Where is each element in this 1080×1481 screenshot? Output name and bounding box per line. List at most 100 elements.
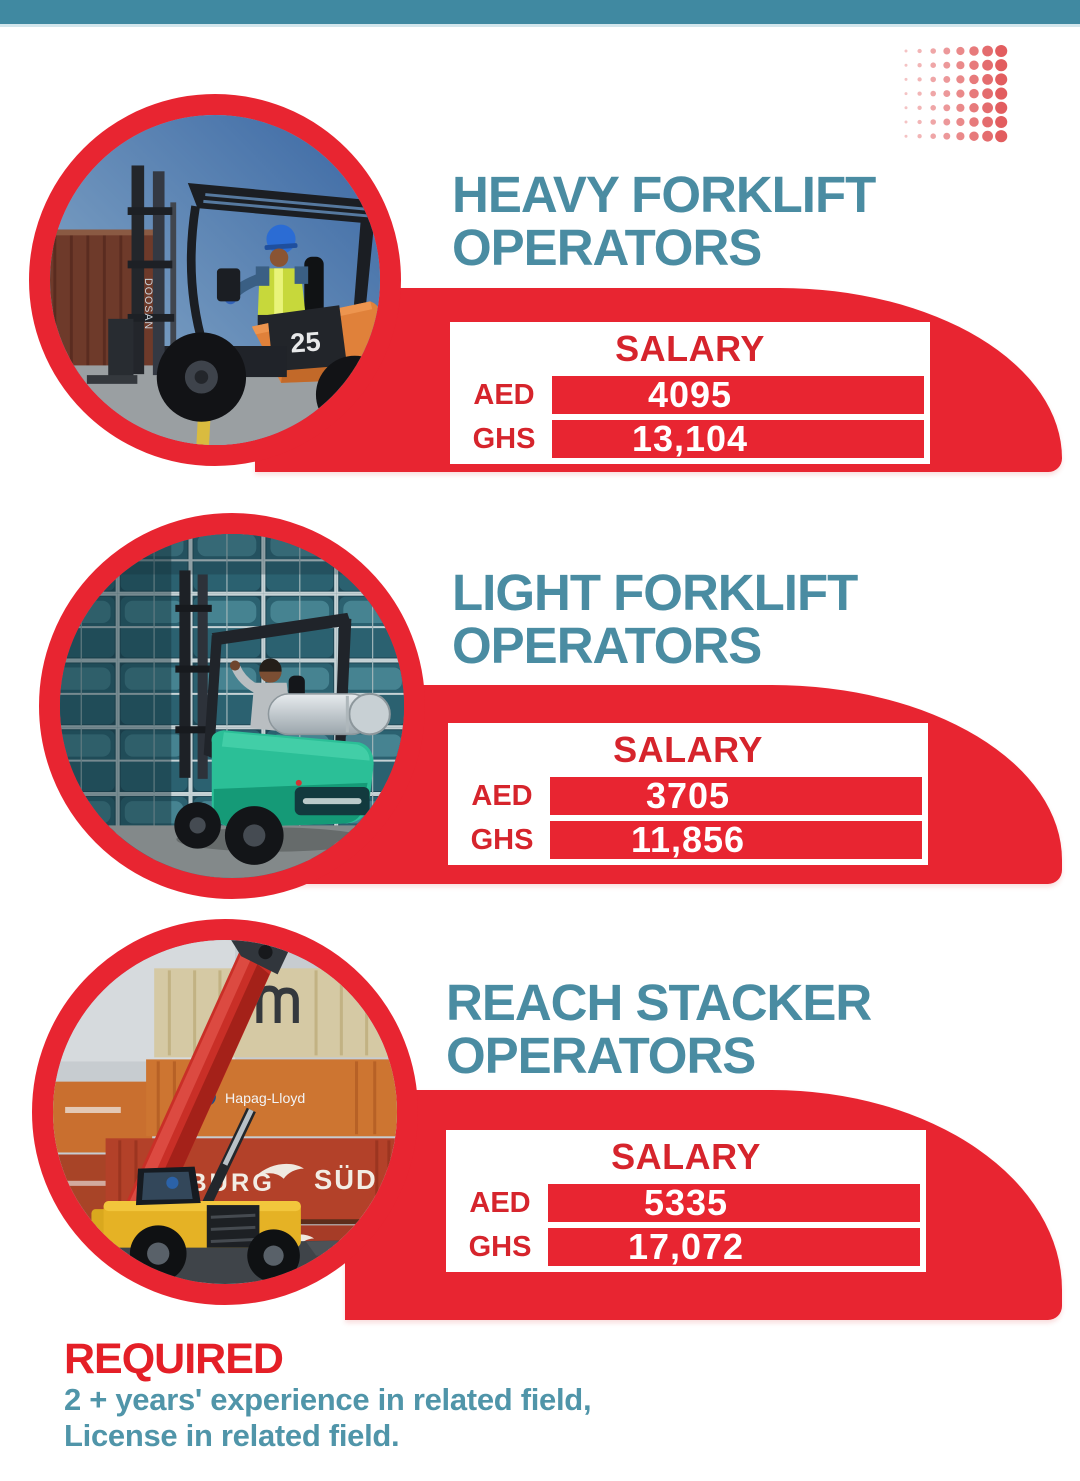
mast-crossbars [175,604,214,734]
dot [904,77,908,81]
salary-row-aed: AED 3705 [454,775,922,816]
amount-value: 3705 [550,775,922,816]
dot [956,117,965,127]
shadow-top [60,534,404,575]
dot [995,73,1008,86]
fork-blade [86,375,138,384]
currency-label: GHS [456,420,552,458]
dot [943,75,951,83]
heavy-forklift-photo: DOOSAN [29,94,401,466]
dot [930,62,936,68]
hydraulic-piston [222,1108,254,1166]
salary-table-heavy: SALARY AED 4095 GHS 13,104 [450,322,930,464]
currency-label: GHS [454,821,550,859]
dot [904,92,908,96]
boom-shade [137,964,270,1232]
tank-end-cap [348,692,391,736]
seat [304,256,324,317]
salary-header: SALARY [452,1136,920,1178]
salary-header: SALARY [456,328,924,370]
dot [982,102,993,114]
operator-face [269,248,289,267]
mast-crossbars [127,207,175,322]
fork-carriage [108,318,134,378]
amount-value: 13,104 [552,418,924,459]
sud-label: SÜD [314,1164,378,1195]
salary-table-light: SALARY AED 3705 GHS 11,856 [448,723,928,865]
boom-pulley [258,945,273,960]
dot [995,101,1008,114]
dot [930,119,936,125]
dot [904,63,908,67]
roof-slats [203,193,369,218]
dash-console [216,268,241,302]
operator-hair [259,658,282,672]
dot [995,59,1008,72]
mast-rail-2 [197,574,208,779]
dot [904,106,908,110]
operator-in-cab [166,1176,179,1189]
container-top-edge [50,229,162,236]
dot [943,61,951,69]
dot [904,49,908,53]
dot [982,45,993,57]
dot [943,90,951,98]
salary-row-ghs: GHS 11,856 [454,819,922,860]
dot [930,76,936,83]
dot [995,130,1008,143]
front-hub-center [194,370,209,384]
front-hub [189,817,206,834]
rear-brand-bar [302,798,362,805]
amount-value: 4095 [552,374,924,415]
hat-brim [264,243,298,250]
dot [930,48,936,54]
dot [930,133,936,139]
required-heading: REQUIRED [64,1335,284,1383]
salary-row-aed: AED 4095 [456,374,924,415]
requirement-line-2: License in related field. [64,1418,400,1453]
operator-hand [229,660,241,671]
amount-value: 17,072 [548,1226,920,1267]
section-title-light: LIGHT FORKLIFT OPERATORS [452,564,858,674]
dot [982,130,993,142]
boom-highlight [119,954,252,1226]
light-forklift-illustration [60,534,404,878]
front-hub [147,1242,170,1265]
dot [982,59,993,71]
dot [904,134,908,138]
shoulder-right [294,266,309,284]
dot [969,60,979,70]
heavy-forklift-illustration: DOOSAN [50,115,380,445]
reach-stacker-illustration: Hapag-Lloyd MBURG SÜD SÜD [53,940,397,1284]
title-line-1: LIGHT FORKLIFT [452,564,858,621]
currency-label: AED [454,777,550,815]
mast-rail-2 [152,171,165,376]
dot [969,131,979,141]
forklift-brand-decal: DOOSAN [142,278,154,330]
light-forklift-photo [39,513,425,899]
dot [943,118,951,126]
dot [956,132,965,141]
dot [904,120,908,124]
title-line-2: OPERATORS [452,617,762,674]
dot [917,91,922,96]
dot [917,134,922,139]
dot [995,115,1008,129]
container-far-text-bar [65,1106,121,1114]
title-line-2: OPERATORS [452,219,762,276]
front-post [203,635,222,759]
albatross-logo [255,1163,304,1179]
vest-stripe [274,268,283,319]
dot [956,75,965,84]
dot [917,105,922,110]
rear-pillar [352,221,375,321]
salary-row-ghs: GHS 13,104 [456,418,924,459]
mast-rail [179,570,191,778]
currency-label: AED [456,376,552,414]
requirement-line-1: 2 + years' experience in related field, [64,1382,592,1417]
dot [917,119,922,125]
dot [995,44,1008,58]
salary-header: SALARY [454,729,922,771]
dot [969,74,979,85]
